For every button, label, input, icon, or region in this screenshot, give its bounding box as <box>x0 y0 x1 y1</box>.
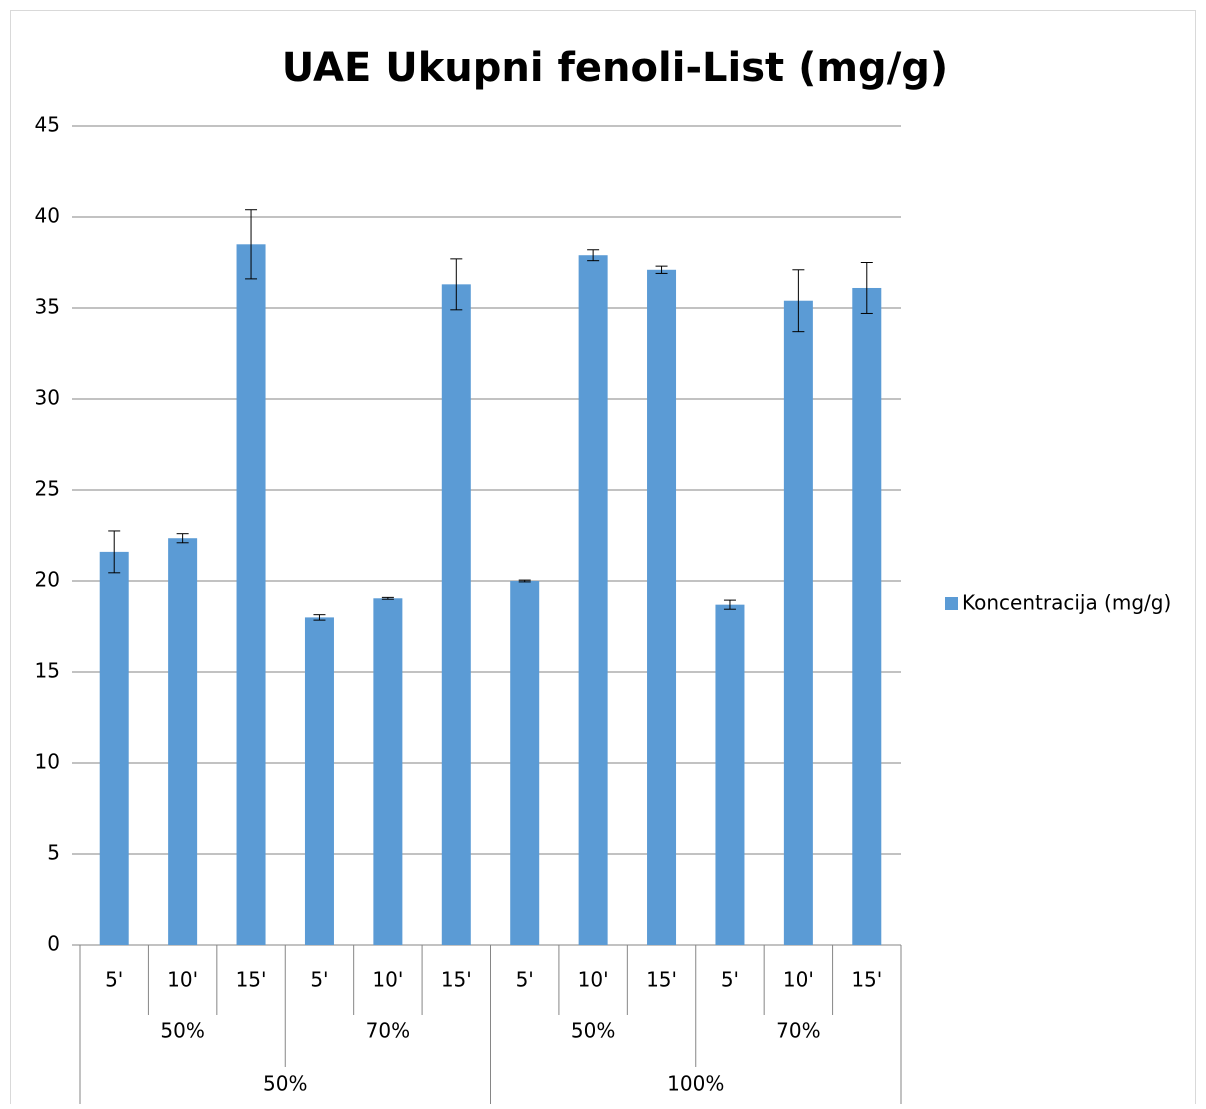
x-tick-label: 5' <box>516 968 534 992</box>
bar <box>510 581 540 945</box>
chart-title: UAE Ukupni fenoli-List (mg/g) <box>282 45 948 91</box>
y-tick-label: 45 <box>35 113 60 137</box>
group-label: 100% <box>667 1072 724 1096</box>
bar <box>578 255 608 946</box>
bar <box>441 284 471 946</box>
y-tick-label: 20 <box>35 568 60 592</box>
x-tick-label: 5' <box>721 968 739 992</box>
y-tick-label: 25 <box>35 477 60 501</box>
bar <box>168 538 198 945</box>
legend-label: Koncentracija (mg/g) <box>962 591 1171 615</box>
y-tick-label: 5 <box>47 841 60 865</box>
group-label: 50% <box>263 1072 307 1096</box>
x-tick-label: 15' <box>646 968 677 992</box>
x-tick-label: 10' <box>167 968 198 992</box>
bar <box>647 269 677 945</box>
y-tick-label: 0 <box>47 932 60 956</box>
x-tick-label: 15' <box>851 968 882 992</box>
bar <box>304 617 334 945</box>
bar <box>852 287 882 946</box>
x-tick-label: 10' <box>578 968 609 992</box>
x-tick-label: 15' <box>441 968 472 992</box>
bar <box>236 244 266 946</box>
subgroup-label: 70% <box>366 1019 410 1043</box>
y-tick-label: 35 <box>35 295 60 319</box>
bar <box>99 551 129 945</box>
x-tick-label: 10' <box>372 968 403 992</box>
x-tick-label: 5' <box>105 968 123 992</box>
chart-border <box>10 10 1196 1104</box>
bar <box>715 604 745 945</box>
y-tick-label: 40 <box>35 204 60 228</box>
x-tick-label: 10' <box>783 968 814 992</box>
legend-swatch <box>945 597 958 610</box>
x-tick-label: 15' <box>236 968 267 992</box>
bar <box>783 300 813 946</box>
y-tick-label: 30 <box>35 386 60 410</box>
y-tick-label: 15 <box>35 659 60 683</box>
subgroup-label: 50% <box>160 1019 204 1043</box>
y-tick-label: 10 <box>35 750 60 774</box>
bar <box>373 598 403 945</box>
subgroup-label: 70% <box>776 1019 820 1043</box>
x-tick-label: 5' <box>310 968 328 992</box>
subgroup-label: 50% <box>571 1019 615 1043</box>
